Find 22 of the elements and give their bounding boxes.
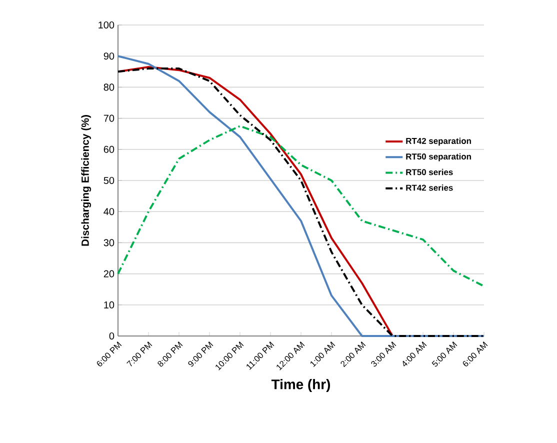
y-tick-label: 20	[104, 270, 114, 278]
y-tick-label: 80	[104, 84, 114, 91]
y-tick-label: 70	[104, 114, 114, 122]
y-tick-label: 0	[109, 332, 114, 340]
y-axis-title: Discharging Efficiency (%)	[81, 115, 92, 246]
legend-label: RT50 series	[406, 168, 453, 176]
y-tick-label: 100	[98, 21, 114, 29]
y-tick-label: 10	[104, 301, 114, 308]
x-tick-label: 7:00 PM	[126, 342, 152, 366]
y-tick-label: 40	[104, 208, 114, 216]
y-tick-label: 50	[104, 176, 114, 184]
legend-label: RT42 series	[406, 184, 453, 191]
x-axis-title: Time (hr)	[271, 379, 330, 392]
legend-label: RT50 separation	[406, 153, 471, 162]
x-tick-label: 9:00 PM	[188, 342, 214, 367]
x-tick-label: 6:00 PM	[96, 342, 122, 366]
legend-label: RT42 separation	[406, 138, 471, 146]
y-tick-label: 30	[104, 239, 114, 246]
y-tick-label: 60	[104, 146, 114, 153]
y-tick-label: 90	[104, 52, 114, 60]
x-tick-label: 6:00 AM	[462, 342, 488, 366]
x-tick-label: 4:00 AM	[402, 342, 427, 366]
